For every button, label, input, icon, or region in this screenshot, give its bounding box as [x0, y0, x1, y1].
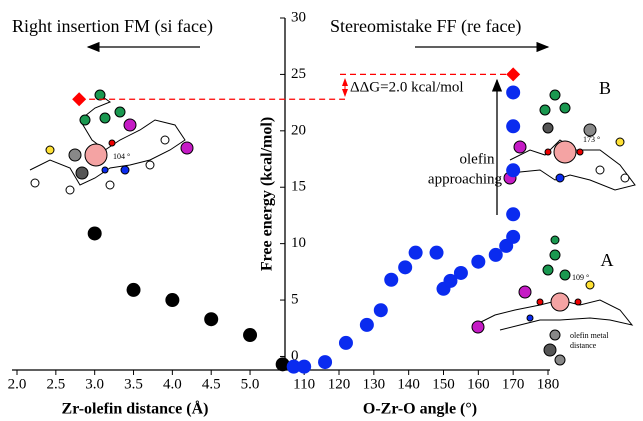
data-point [506, 230, 520, 244]
annotation: olefin [460, 151, 495, 167]
x2-tick-label: 170 [502, 376, 525, 392]
annotation: distance [570, 341, 597, 350]
molecule-left [30, 90, 193, 194]
data-point [506, 207, 520, 221]
data-point [243, 328, 257, 342]
data-point [339, 336, 353, 350]
x-tick-label: 4.5 [202, 376, 221, 392]
data-point [360, 318, 374, 332]
data-point [398, 260, 412, 274]
y-tick-label: 10 [291, 235, 306, 251]
data-point [374, 303, 388, 317]
diamond-point [506, 67, 520, 81]
annotation: A [601, 250, 614, 270]
annotation: B [599, 78, 611, 98]
data-point [430, 246, 444, 260]
data-point [165, 293, 179, 307]
x-tick-label: 3.5 [124, 376, 143, 392]
y-tick-label: 25 [291, 66, 306, 82]
x2-tick-label: 140 [397, 376, 420, 392]
y-tick-label: 5 [291, 291, 299, 307]
x2-tick-label: 120 [328, 376, 351, 392]
x2-tick-label: 150 [432, 376, 455, 392]
x-axis-title: Zr-olefin distance (Å) [62, 400, 209, 418]
data-point [318, 355, 332, 369]
x2-tick-label: 180 [537, 376, 560, 392]
data-point [506, 119, 520, 133]
annotation: ΔΔG=2.0 kcal/mol [350, 79, 464, 95]
x-tick-label: 3.0 [85, 376, 104, 392]
data-point [454, 266, 468, 280]
y-tick-label: 30 [291, 9, 306, 25]
data-point [409, 246, 423, 260]
y-tick-label: 15 [291, 179, 306, 195]
annotation: Stereomistake FF (re face) [330, 16, 521, 37]
data-point [506, 163, 520, 177]
page: {"chart_data": {"type": "scatter", "ylab… [0, 0, 643, 421]
annotation: approaching [428, 171, 503, 187]
x2-axis-title: O-Zr-O angle (°) [363, 401, 477, 418]
chart: 0510152025302.02.53.03.54.04.55.01101201… [0, 0, 643, 421]
annotation: 109 ° [572, 273, 589, 282]
x2-tick-label: 160 [467, 376, 490, 392]
data-point [88, 226, 102, 240]
x2-tick-label: 130 [363, 376, 386, 392]
x2-tick-label: 110 [293, 376, 315, 392]
annotation: olefin metal [570, 331, 609, 340]
x-tick-label: 2.0 [8, 376, 27, 392]
data-point [204, 312, 218, 326]
x-tick-label: 5.0 [241, 376, 260, 392]
data-point [471, 255, 485, 269]
data-point [127, 283, 141, 297]
diamond-point [72, 92, 86, 106]
annotation: Right insertion FM (si face) [12, 16, 213, 37]
data-point [297, 360, 311, 374]
y-tick-label: 20 [291, 122, 306, 138]
x-tick-label: 4.0 [163, 376, 182, 392]
x-tick-label: 2.5 [46, 376, 65, 392]
data-point [506, 85, 520, 99]
annotation: 173 ° [583, 135, 600, 144]
data-point [384, 273, 398, 287]
y-axis-title: Free energy (kcal/mol) [259, 117, 276, 271]
annotation: 104 ° [113, 152, 130, 161]
molecule-b [504, 90, 635, 190]
